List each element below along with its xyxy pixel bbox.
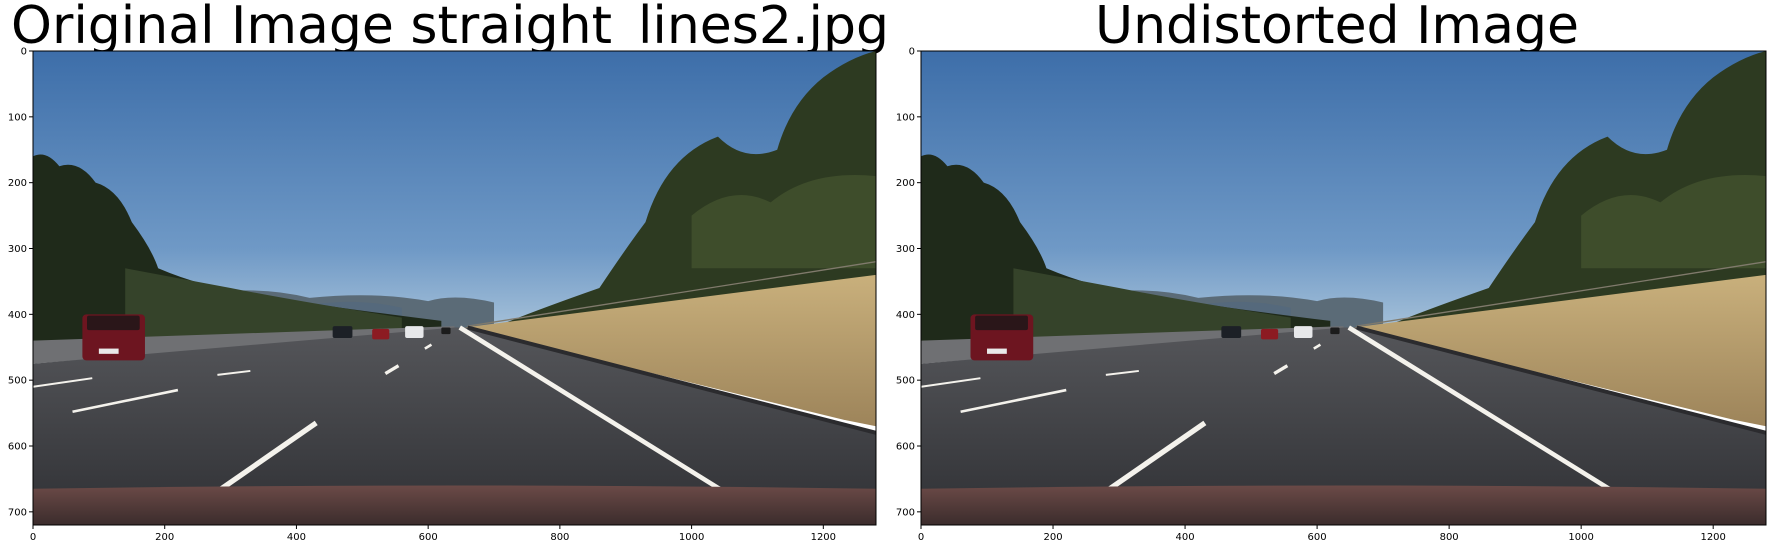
x-tick-label: 0 — [918, 532, 924, 543]
x-tick-label: 0 — [30, 532, 36, 543]
x-tick-label: 1000 — [1568, 532, 1593, 543]
panel-undistorted: Undistorted Image 0 200 400 600 800 1000 12000… — [896, 0, 1767, 544]
x-tick-label: 400 — [287, 532, 306, 543]
y-tick-label: 0 — [909, 47, 915, 58]
x-tick-label: 800 — [1440, 532, 1459, 543]
x-tick-label: 800 — [550, 532, 569, 543]
y-tick-label: 100 — [8, 112, 27, 123]
y-tick-label: 0 — [21, 47, 27, 58]
y-tick-label: 300 — [8, 244, 27, 255]
image-original-road-photo — [33, 51, 876, 525]
panel-original: Original Image straight_lines2.jpg 0 200 4… — [8, 0, 889, 543]
x-tick-label: 600 — [419, 532, 438, 543]
axes-frame — [32, 50, 877, 526]
y-tick-label: 100 — [896, 112, 915, 123]
image-undistorted-road-photo — [921, 51, 1766, 525]
x-tick-label: 400 — [1176, 532, 1195, 543]
y-tick-label: 700 — [896, 507, 915, 518]
panel-title: Original Image straight_lines2.jpg — [11, 0, 889, 56]
x-tick-label: 1200 — [811, 532, 836, 543]
y-tick-label: 600 — [896, 442, 915, 453]
y-tick-label: 300 — [896, 244, 915, 255]
y-tick-label: 500 — [8, 376, 27, 387]
x-tick-label: 1000 — [679, 532, 704, 543]
y-tick-label: 600 — [8, 442, 27, 453]
x-tick-label: 200 — [155, 532, 174, 543]
y-tick-label: 400 — [8, 310, 27, 321]
x-tick-label: 1200 — [1700, 532, 1725, 543]
y-tick-label: 700 — [8, 507, 27, 518]
axes-frame — [920, 50, 1767, 526]
y-tick-label: 500 — [896, 376, 915, 387]
y-tick-label: 400 — [896, 310, 915, 321]
panel-title: Undistorted Image — [1095, 0, 1579, 56]
x-tick-label: 200 — [1043, 532, 1062, 543]
x-tick-label: 600 — [1308, 532, 1327, 543]
y-tick-label: 200 — [8, 178, 27, 189]
y-tick-label: 200 — [896, 178, 915, 189]
axis-ticks: 0 200 400 600 800 1000 1200 0 100 200 300 400 500 600… — [896, 47, 1726, 544]
axis-ticks: 0 200 400 600 800 1000 1200 0 100 200 300 400 500 600… — [8, 47, 836, 544]
